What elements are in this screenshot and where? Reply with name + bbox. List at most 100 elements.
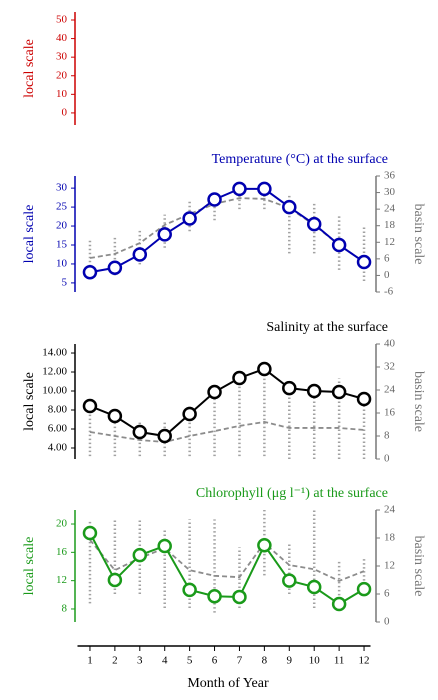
point — [132, 547, 148, 563]
basin-mean-line — [89, 420, 365, 443]
point — [257, 361, 272, 377]
x-tick-label: 3 — [137, 655, 143, 667]
y2-axis-label: basin scale — [411, 371, 426, 432]
basin-mean-line — [89, 197, 365, 263]
basin-mean-line — [89, 539, 365, 582]
point — [306, 383, 322, 399]
y2-tick-label: 32 — [384, 361, 395, 373]
x-tick-label: 12 — [359, 655, 370, 667]
point — [331, 384, 347, 400]
y2-tick-label: 8 — [384, 430, 390, 442]
point — [306, 216, 322, 232]
y2-tick-label: 16 — [384, 407, 396, 419]
y-tick-label: 6.00 — [48, 423, 68, 435]
point — [282, 380, 297, 396]
y2-tick-label: 12 — [384, 560, 395, 572]
point — [232, 370, 247, 386]
y-axis-label: local scale — [22, 205, 37, 264]
point — [207, 192, 222, 207]
y-tick-label: 20 — [56, 518, 68, 530]
x-tick-label: 4 — [162, 655, 168, 667]
x-tick-label: 8 — [262, 655, 268, 667]
y-axis-label: local scale — [22, 372, 37, 431]
y-tick-label: 10 — [56, 257, 68, 269]
y-tick-label: 16 — [56, 546, 68, 558]
y-tick-label: 10.00 — [42, 385, 67, 397]
y-tick-label: 12 — [56, 574, 67, 586]
y-tick-label: 30 — [56, 51, 68, 63]
y2-tick-label: 24 — [384, 203, 396, 215]
point — [82, 398, 98, 414]
y2-tick-label: -6 — [384, 286, 394, 298]
point — [107, 572, 123, 588]
point — [331, 237, 347, 253]
point — [157, 538, 172, 554]
y2-tick-label: 24 — [384, 504, 396, 516]
point — [132, 247, 148, 262]
y-tick-label: 5 — [62, 276, 68, 288]
point — [107, 260, 123, 275]
y2-tick-label: 0 — [384, 453, 390, 465]
y2-tick-label: 36 — [384, 170, 396, 182]
y2-tick-label: 30 — [384, 186, 396, 198]
point — [107, 408, 123, 424]
point — [207, 588, 222, 604]
point — [82, 525, 98, 541]
panel-title: Temperature (°C) at the surface — [212, 152, 388, 167]
point — [282, 573, 297, 588]
y-tick-label: 40 — [56, 32, 68, 44]
x-tick-label: 2 — [112, 655, 118, 667]
y2-tick-label: 18 — [384, 532, 396, 544]
point — [257, 181, 272, 197]
point — [132, 424, 148, 440]
y-tick-label: 12.00 — [42, 366, 67, 378]
local-line — [89, 532, 365, 606]
y-tick-label: 50 — [56, 14, 68, 26]
point — [356, 254, 372, 270]
point — [182, 582, 197, 598]
y2-axis-label: basin scale — [411, 203, 426, 264]
point — [157, 428, 172, 444]
point — [282, 199, 297, 215]
point — [182, 211, 197, 226]
x-tick-label: 5 — [187, 655, 193, 667]
x-tick-label: 6 — [212, 655, 218, 667]
x-axis-label: Month of Year — [187, 676, 269, 691]
y-tick-label: 8 — [62, 603, 68, 615]
point — [232, 181, 247, 197]
y2-tick-label: 12 — [384, 236, 395, 248]
y2-tick-label: 6 — [384, 588, 390, 600]
y-tick-label: 0 — [62, 106, 68, 118]
y-axis-label: local scale — [22, 537, 37, 596]
x-tick-label: 9 — [287, 655, 293, 667]
y-tick-label: 25 — [56, 201, 68, 213]
x-tick-label: 1 — [87, 655, 93, 667]
y2-tick-label: 18 — [384, 219, 396, 231]
y2-tick-label: 40 — [384, 338, 396, 350]
point — [356, 391, 372, 407]
y-tick-label: 20 — [56, 69, 68, 81]
panel-title: Chlorophyll (μg l⁻¹) at the surface — [196, 486, 388, 501]
point — [157, 227, 172, 242]
y2-tick-label: 24 — [384, 384, 396, 396]
y-tick-label: 15 — [56, 239, 68, 251]
y-tick-label: 8.00 — [48, 404, 68, 416]
point — [82, 265, 98, 280]
y2-tick-label: 0 — [384, 616, 390, 628]
y-tick-label: 14.00 — [42, 347, 67, 359]
point — [232, 589, 247, 605]
point — [257, 538, 272, 553]
y-tick-label: 4.00 — [48, 442, 68, 454]
point — [331, 596, 347, 612]
y-tick-label: 30 — [56, 182, 68, 194]
y-tick-label: 20 — [56, 220, 68, 232]
point — [207, 384, 222, 400]
point — [356, 581, 372, 597]
x-tick-label: 11 — [334, 655, 345, 667]
y-axis-label: local scale — [22, 39, 37, 98]
x-tick-label: 7 — [237, 655, 243, 667]
panel-title: Salinity at the surface — [266, 320, 388, 335]
y-tick-label: 10 — [56, 88, 68, 100]
local-line — [89, 367, 365, 438]
